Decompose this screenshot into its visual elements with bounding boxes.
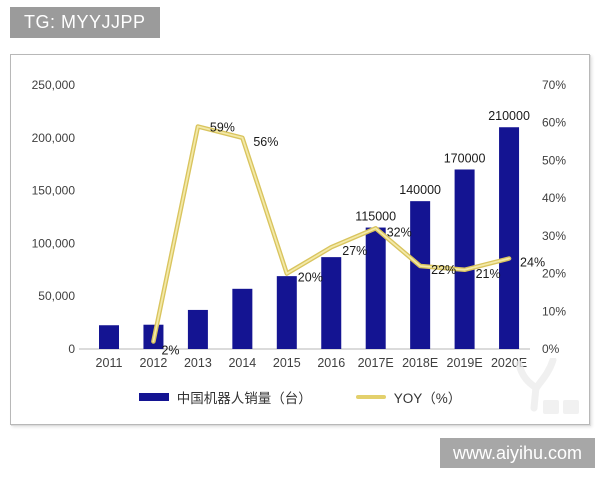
channel-badge-text: TG: MYYJJPP	[24, 12, 146, 32]
x-tick-label: 2011	[96, 356, 123, 370]
bar-2013	[187, 309, 208, 349]
site-watermark-text: www.aiyihu.com	[452, 442, 583, 463]
robot-sales-chart: 0 50,000 100,000 150,000 200,000 250,000 0% 10%…	[32, 78, 567, 370]
x-tick-label: 2014	[228, 356, 256, 370]
y-left-tick-label: 250,000	[32, 78, 76, 92]
yoy-value-label: 27%	[342, 244, 367, 258]
x-tick-label: 2017E	[358, 356, 394, 370]
yoy-value-label: 2%	[161, 343, 179, 357]
yoy-value-label: 20%	[298, 271, 323, 285]
bar-value-label: 170000	[444, 151, 486, 165]
y-left-tick-label: 100,000	[32, 236, 76, 250]
bar-2019E	[454, 169, 475, 349]
chart-panel: 0 50,000 100,000 150,000 200,000 250,000 0% 10%…	[10, 54, 590, 425]
yoy-value-label: 21%	[476, 267, 501, 281]
bar-value-label: 115000	[355, 210, 396, 224]
yoy-value-label: 32%	[387, 225, 412, 239]
line-series-swatch	[355, 395, 386, 399]
legend-label-yoy: YOY（%）	[393, 391, 462, 406]
x-tick-label: 2018E	[402, 356, 438, 370]
channel-badge: TG: MYYJJPP	[10, 7, 160, 38]
yoy-line-highlight	[152, 125, 510, 343]
bar-2017E	[365, 227, 386, 349]
y-right-tick-label: 40%	[542, 191, 566, 205]
bar-2011	[99, 325, 119, 349]
y-right-tick-label: 60%	[542, 116, 566, 130]
bar-2020E	[499, 127, 520, 350]
y-left-tick-label: 200,000	[32, 131, 76, 145]
bar-2016	[321, 257, 342, 349]
bar-2018E	[410, 201, 431, 349]
bar-2014	[232, 288, 253, 349]
y-right-tick-label: 10%	[542, 304, 566, 318]
y-left-tick-label: 0	[68, 342, 75, 356]
x-tick-label: 2015	[273, 356, 301, 370]
yoy-value-label: 24%	[520, 255, 545, 269]
y-right-tick-label: 20%	[542, 267, 566, 281]
bar-series-swatch	[138, 393, 169, 401]
watermark-logo	[515, 358, 579, 414]
x-tick-label: 2012	[140, 356, 168, 370]
bar-value-label: 140000	[399, 183, 441, 197]
legend-item-yoy: YOY（%）	[355, 387, 462, 407]
bar-2015	[276, 276, 297, 349]
yoy-value-label: 59%	[210, 120, 235, 134]
y-right-tick-label: 70%	[542, 78, 566, 92]
chart-legend: 中国机器人销量（台） YOY（%）	[11, 387, 589, 407]
yoy-value-label: 22%	[431, 263, 456, 277]
legend-item-sales: 中国机器人销量（台）	[138, 387, 312, 407]
y-right-tick-label: 50%	[542, 153, 566, 167]
x-tick-label: 2013	[184, 356, 212, 370]
bar-value-label: 210000	[488, 109, 530, 123]
y-left-tick-label: 50,000	[38, 289, 75, 303]
y-right-tick-label: 30%	[542, 229, 566, 243]
legend-label-sales: 中国机器人销量（台）	[176, 391, 312, 406]
yoy-value-label: 56%	[253, 135, 278, 149]
site-watermark: www.aiyihu.com	[440, 438, 595, 468]
y-right-tick-label: 0%	[542, 342, 560, 356]
x-tick-label: 2016	[317, 356, 345, 370]
y-left-tick-label: 150,000	[32, 184, 76, 198]
x-tick-label: 2019E	[447, 356, 483, 370]
